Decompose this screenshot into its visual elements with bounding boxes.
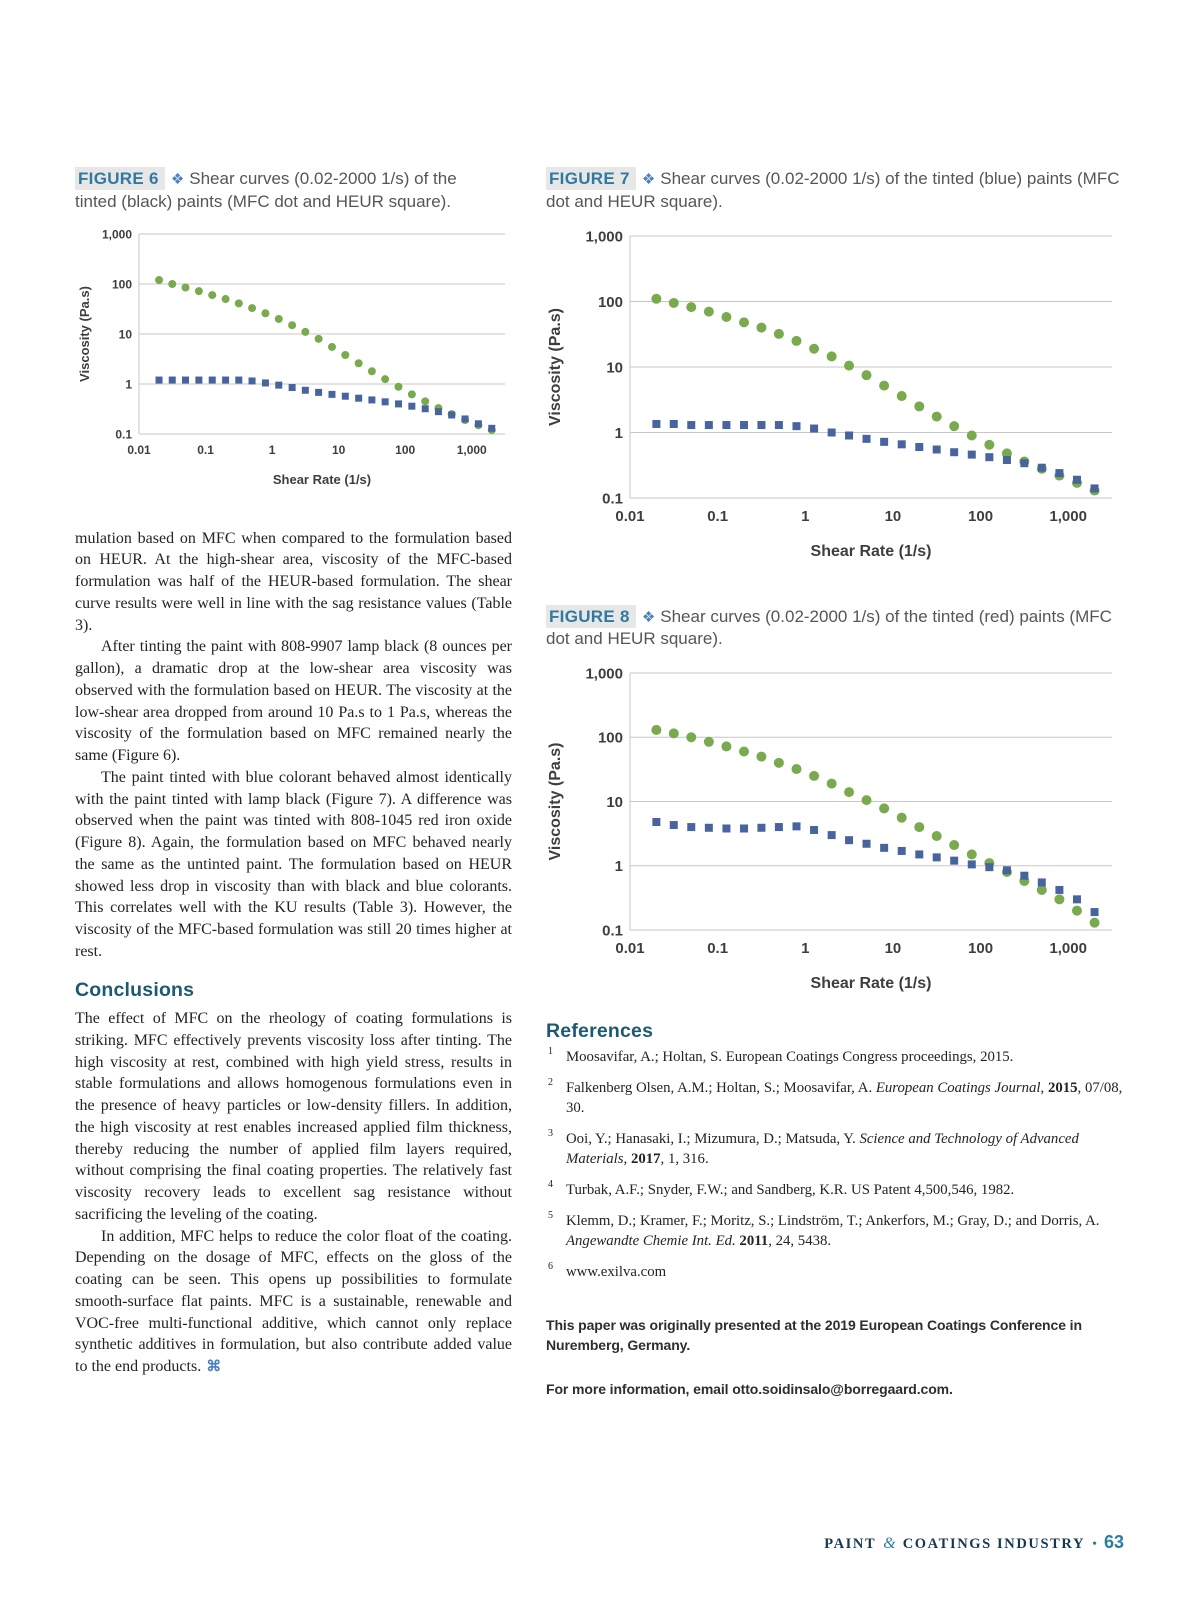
footer-brand-paint: PAINT: [824, 1536, 877, 1552]
figure-6-caption: FIGURE 6 ❖ Shear curves (0.02-2000 1/s) of…: [75, 167, 467, 214]
page-footer: PAINT & COATINGS INDUSTRY • 63: [824, 1532, 1124, 1553]
paragraph: After tinting the paint with 808-9907 la…: [75, 638, 512, 765]
svg-text:0.1: 0.1: [115, 427, 132, 441]
paragraph: In addition, MFC helps to reduce the col…: [75, 1226, 512, 1378]
figure-8-caption: FIGURE 8 ❖ Shear curves (0.02-2000 1/s) of…: [546, 604, 1125, 652]
references-list: 1 Moosavifar, A.; Holtan, S. European Coa…: [546, 1046, 1125, 1283]
reference-number: 6: [548, 1260, 553, 1272]
svg-text:0.1: 0.1: [197, 443, 214, 457]
reference-number: 3: [548, 1127, 553, 1139]
figure-7-block: FIGURE 7 ❖ Shear curves (0.02-2000 1/s) of…: [546, 167, 1125, 562]
svg-text:1,000: 1,000: [1049, 940, 1087, 957]
svg-text:10: 10: [606, 359, 623, 376]
left-column: FIGURE 6 ❖ Shear curves (0.02-2000 1/s) of…: [75, 167, 512, 1424]
svg-text:1: 1: [269, 443, 276, 457]
svg-text:1,000: 1,000: [102, 227, 132, 241]
svg-text:1: 1: [801, 508, 809, 525]
svg-text:Viscosity (Pa.s): Viscosity (Pa.s): [547, 743, 564, 861]
svg-text:Shear Rate (1/s): Shear Rate (1/s): [811, 975, 932, 992]
figure-6-label: FIGURE 6: [75, 167, 165, 190]
figure-7-label: FIGURE 7: [546, 167, 636, 190]
florette-icon: ❖: [170, 171, 185, 188]
svg-text:100: 100: [968, 508, 993, 525]
footer-brand-coatings: COATINGS INDUSTRY: [902, 1536, 1086, 1552]
svg-text:10: 10: [119, 327, 133, 341]
editorial-notes: This paper was originally presented at t…: [546, 1315, 1125, 1400]
figure-8-block: FIGURE 8 ❖ Shear curves (0.02-2000 1/s) of…: [546, 604, 1125, 995]
figure-8-caption-text: Shear curves (0.02-2000 1/s) of the tint…: [546, 606, 1112, 649]
svg-text:Viscosity (Pa.s): Viscosity (Pa.s): [547, 308, 564, 426]
figure-6-caption-text: Shear curves (0.02-2000 1/s) of the tint…: [75, 169, 457, 211]
conclusions-heading: Conclusions: [75, 978, 195, 1001]
svg-text:100: 100: [598, 293, 623, 310]
reference-item: 3 Ooi, Y.; Hanasaki, I.; Mizumura, D.; Ma…: [548, 1127, 1079, 1167]
references-section: References 1 Moosavifar, A.; Holtan, S. E…: [546, 1020, 1125, 1283]
svg-text:0.1: 0.1: [707, 508, 728, 525]
reference-number: 5: [548, 1209, 553, 1221]
florette-icon: ❖: [641, 171, 656, 188]
svg-text:10: 10: [885, 940, 902, 957]
svg-text:0.01: 0.01: [127, 443, 151, 457]
svg-text:100: 100: [598, 730, 623, 747]
presented-note: This paper was originally presented at t…: [546, 1316, 1082, 1354]
reference-item: 1 Moosavifar, A.; Holtan, S. European Coa…: [548, 1046, 1014, 1066]
reference-item: 4 Turbak, A.F.; Snyder, F.W.; and Sandber…: [548, 1178, 1015, 1198]
reference-item: 5 Klemm, D.; Kramer, F.; Moritz, S.; Lind…: [548, 1209, 1100, 1249]
right-column: FIGURE 7 ❖ Shear curves (0.02-2000 1/s) of…: [546, 167, 1125, 1424]
svg-text:Shear Rate (1/s): Shear Rate (1/s): [273, 472, 371, 487]
references-heading: References: [546, 1020, 654, 1043]
svg-text:1,000: 1,000: [457, 443, 487, 457]
svg-text:0.1: 0.1: [602, 490, 623, 507]
svg-text:10: 10: [332, 443, 346, 457]
footer-bullet: •: [1092, 1537, 1097, 1552]
reference-item: 6 www.exilva.com: [548, 1260, 667, 1280]
figure-7-caption: FIGURE 7 ❖ Shear curves (0.02-2000 1/s) of…: [546, 167, 1125, 214]
paragraph: mulation based on MFC when compared to t…: [75, 529, 512, 634]
svg-text:10: 10: [885, 508, 902, 525]
article-body: mulation based on MFC when compared to t…: [75, 528, 512, 1378]
reference-number: 1: [548, 1046, 553, 1058]
figure-8-label: FIGURE 8: [546, 604, 636, 628]
footer-ampersand: &: [883, 1535, 896, 1552]
svg-text:0.01: 0.01: [615, 508, 644, 525]
figure-6-block: FIGURE 6 ❖ Shear curves (0.02-2000 1/s) of…: [75, 167, 512, 490]
reference-item: 2 Falkenberg Olsen, A.M.; Holtan, S.; Moo…: [548, 1077, 1123, 1116]
svg-text:Shear Rate (1/s): Shear Rate (1/s): [811, 543, 932, 560]
figure-6-chart: 0.1 1 10 100 1,000 0.01 0.1 1 10 100 1,000 Shear Ra…: [77, 227, 505, 487]
svg-text:Viscosity (Pa.s): Viscosity (Pa.s): [77, 286, 92, 382]
svg-text:100: 100: [112, 277, 132, 291]
svg-text:10: 10: [606, 794, 623, 811]
svg-text:100: 100: [395, 443, 415, 457]
contact-note: For more information, email otto.soidins…: [546, 1381, 953, 1398]
page-content: FIGURE 6 ❖ Shear curves (0.02-2000 1/s) of…: [75, 167, 1125, 1424]
svg-text:1,000: 1,000: [585, 228, 623, 245]
svg-text:1: 1: [615, 858, 623, 875]
svg-text:1: 1: [801, 940, 809, 957]
svg-text:100: 100: [968, 940, 993, 957]
page-number: 63: [1103, 1532, 1124, 1552]
svg-text:0.1: 0.1: [602, 922, 623, 939]
florette-icon: ❖: [641, 608, 656, 626]
svg-text:1,000: 1,000: [585, 665, 623, 682]
end-of-article-icon: ⌘: [206, 1358, 222, 1376]
svg-text:1: 1: [125, 377, 132, 391]
reference-number: 4: [548, 1178, 553, 1190]
svg-text:1,000: 1,000: [1049, 508, 1087, 525]
svg-text:0.01: 0.01: [615, 940, 644, 957]
paragraph: The effect of MFC on the rheology of coa…: [75, 1010, 512, 1223]
reference-number: 2: [548, 1077, 553, 1089]
paragraph: The paint tinted with blue colorant beha…: [75, 768, 512, 960]
svg-text:1: 1: [615, 424, 623, 441]
svg-text:0.1: 0.1: [707, 940, 728, 957]
paragraph-text: In addition, MFC helps to reduce the col…: [75, 1227, 512, 1376]
figure-7-caption-text: Shear curves (0.02-2000 1/s) of the tint…: [546, 169, 1120, 211]
